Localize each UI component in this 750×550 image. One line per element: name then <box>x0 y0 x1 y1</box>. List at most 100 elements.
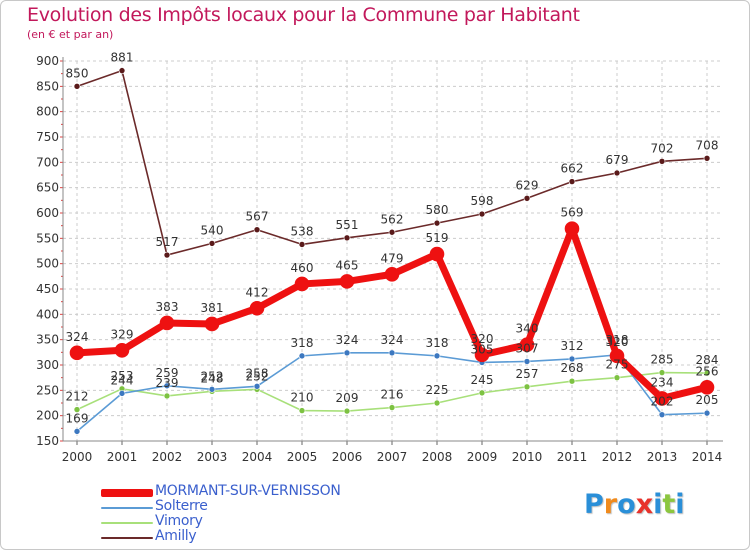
point-vimory <box>703 369 711 377</box>
legend-label-mormant-sur-vernisson: MORMANT-SUR-VERNISSON <box>155 483 341 499</box>
data-label-mormant-sur-vernisson: 479 <box>381 251 404 265</box>
data-labels: 850 881 517 540 567 538 551 562 580 598 629 662 679 7… <box>66 51 719 426</box>
point-amilly <box>163 251 171 259</box>
data-label-amilly: 662 <box>561 162 584 176</box>
point-amilly <box>613 169 621 177</box>
point-solterre <box>523 358 531 365</box>
data-label-vimory: 239 <box>156 376 179 390</box>
point-solterre <box>343 349 351 357</box>
point-vimory <box>298 407 306 414</box>
data-label-solterre: 258 <box>246 366 269 380</box>
x-tick-label: 2001 <box>107 450 138 464</box>
data-label-solterre: 305 <box>471 342 494 356</box>
data-label-solterre: 244 <box>111 373 134 387</box>
data-label-mormant-sur-vernisson: 381 <box>201 301 224 315</box>
data-label-vimory: 216 <box>381 388 404 402</box>
y-tick-label: 850 <box>36 79 59 93</box>
point-amilly <box>703 154 711 162</box>
x-tick-label: 2011 <box>557 450 588 464</box>
chart-subtitle: (en € et par an) <box>27 28 114 41</box>
point-solterre <box>163 382 171 390</box>
point-amilly <box>73 83 81 90</box>
logo-letter: i <box>675 489 685 520</box>
data-label-vimory: 212 <box>66 390 89 404</box>
point-mormant-sur-vernisson <box>654 391 670 406</box>
data-label-amilly: 538 <box>291 224 314 238</box>
y-tick-label: 750 <box>36 130 59 144</box>
data-label-solterre: 320 <box>606 335 629 349</box>
x-tick-label: 2002 <box>152 450 183 464</box>
y-tick-label: 900 <box>36 54 59 68</box>
data-label-mormant-sur-vernisson: 465 <box>336 258 359 272</box>
data-label-solterre: 318 <box>426 336 449 350</box>
point-mormant-sur-vernisson <box>204 316 220 332</box>
logo-letter: r <box>603 489 618 520</box>
x-tick-label: 2000 <box>62 450 93 464</box>
legend-swatch-mormant-sur-vernisson <box>101 489 153 497</box>
data-label-amilly: 562 <box>381 212 404 226</box>
data-label-amilly: 598 <box>471 194 494 208</box>
x-tick-label: 2004 <box>242 450 273 464</box>
point-mormant-sur-vernisson <box>69 345 85 361</box>
point-mormant-sur-vernisson <box>384 267 400 282</box>
point-vimory <box>388 404 396 411</box>
data-label-amilly: 551 <box>336 218 359 232</box>
x-tick-label: 2003 <box>197 450 228 464</box>
data-label-amilly: 702 <box>651 141 674 155</box>
data-label-vimory: 284 <box>696 353 719 367</box>
point-vimory <box>568 377 576 385</box>
data-label-mormant-sur-vernisson: 340 <box>516 322 539 336</box>
point-amilly <box>388 228 396 236</box>
point-amilly <box>523 195 531 202</box>
point-vimory <box>478 389 486 397</box>
y-tick-label: 800 <box>36 105 59 119</box>
point-amilly <box>343 234 351 242</box>
data-label-solterre: 169 <box>66 411 89 425</box>
point-solterre <box>73 428 81 435</box>
point-amilly <box>433 219 441 227</box>
data-label-mormant-sur-vernisson: 519 <box>426 231 449 245</box>
logo-letter: t <box>662 489 676 520</box>
logo-letter: x <box>635 489 654 520</box>
data-label-vimory: 285 <box>651 353 674 367</box>
point-solterre <box>208 386 216 393</box>
legend-label-amilly: Amilly <box>155 528 197 544</box>
point-mormant-sur-vernisson <box>474 347 490 363</box>
data-label-amilly: 708 <box>696 138 719 152</box>
logo-letter: o <box>617 489 636 520</box>
data-label-vimory: 257 <box>516 367 539 381</box>
axes: 150 200 250 300 350 400 450 500 550 600 650 700 750 8… <box>36 54 723 464</box>
y-tick-label: 550 <box>36 231 59 245</box>
point-mormant-sur-vernisson <box>429 246 445 262</box>
data-label-vimory: 225 <box>426 383 449 397</box>
data-label-amilly: 540 <box>201 223 224 237</box>
point-amilly <box>658 158 666 165</box>
y-tick-label: 450 <box>36 282 59 296</box>
data-label-mormant-sur-vernisson: 569 <box>561 206 584 220</box>
x-tick-label: 2006 <box>332 450 363 464</box>
y-tick-label: 150 <box>36 434 59 448</box>
point-amilly <box>118 67 126 74</box>
data-label-amilly: 679 <box>606 153 629 167</box>
data-label-vimory: 268 <box>561 361 584 375</box>
data-label-mormant-sur-vernisson: 256 <box>696 364 719 378</box>
point-solterre <box>298 352 306 360</box>
y-tick-label: 650 <box>36 181 59 195</box>
x-tick-label: 2009 <box>467 450 498 464</box>
x-tick-label: 2012 <box>602 450 633 464</box>
x-tick-label: 2008 <box>422 450 453 464</box>
data-label-solterre: 259 <box>156 366 179 380</box>
logo-letter: i <box>653 489 663 520</box>
point-solterre <box>118 390 126 397</box>
point-amilly <box>298 241 306 248</box>
x-tick-label: 2013 <box>647 450 678 464</box>
data-label-solterre: 202 <box>651 395 674 409</box>
point-solterre <box>658 411 666 418</box>
point-vimory <box>433 399 441 407</box>
point-solterre <box>388 349 396 357</box>
series <box>69 67 715 435</box>
point-vimory <box>658 369 666 376</box>
point-vimory <box>613 374 621 381</box>
data-label-vimory: 245 <box>471 373 494 387</box>
